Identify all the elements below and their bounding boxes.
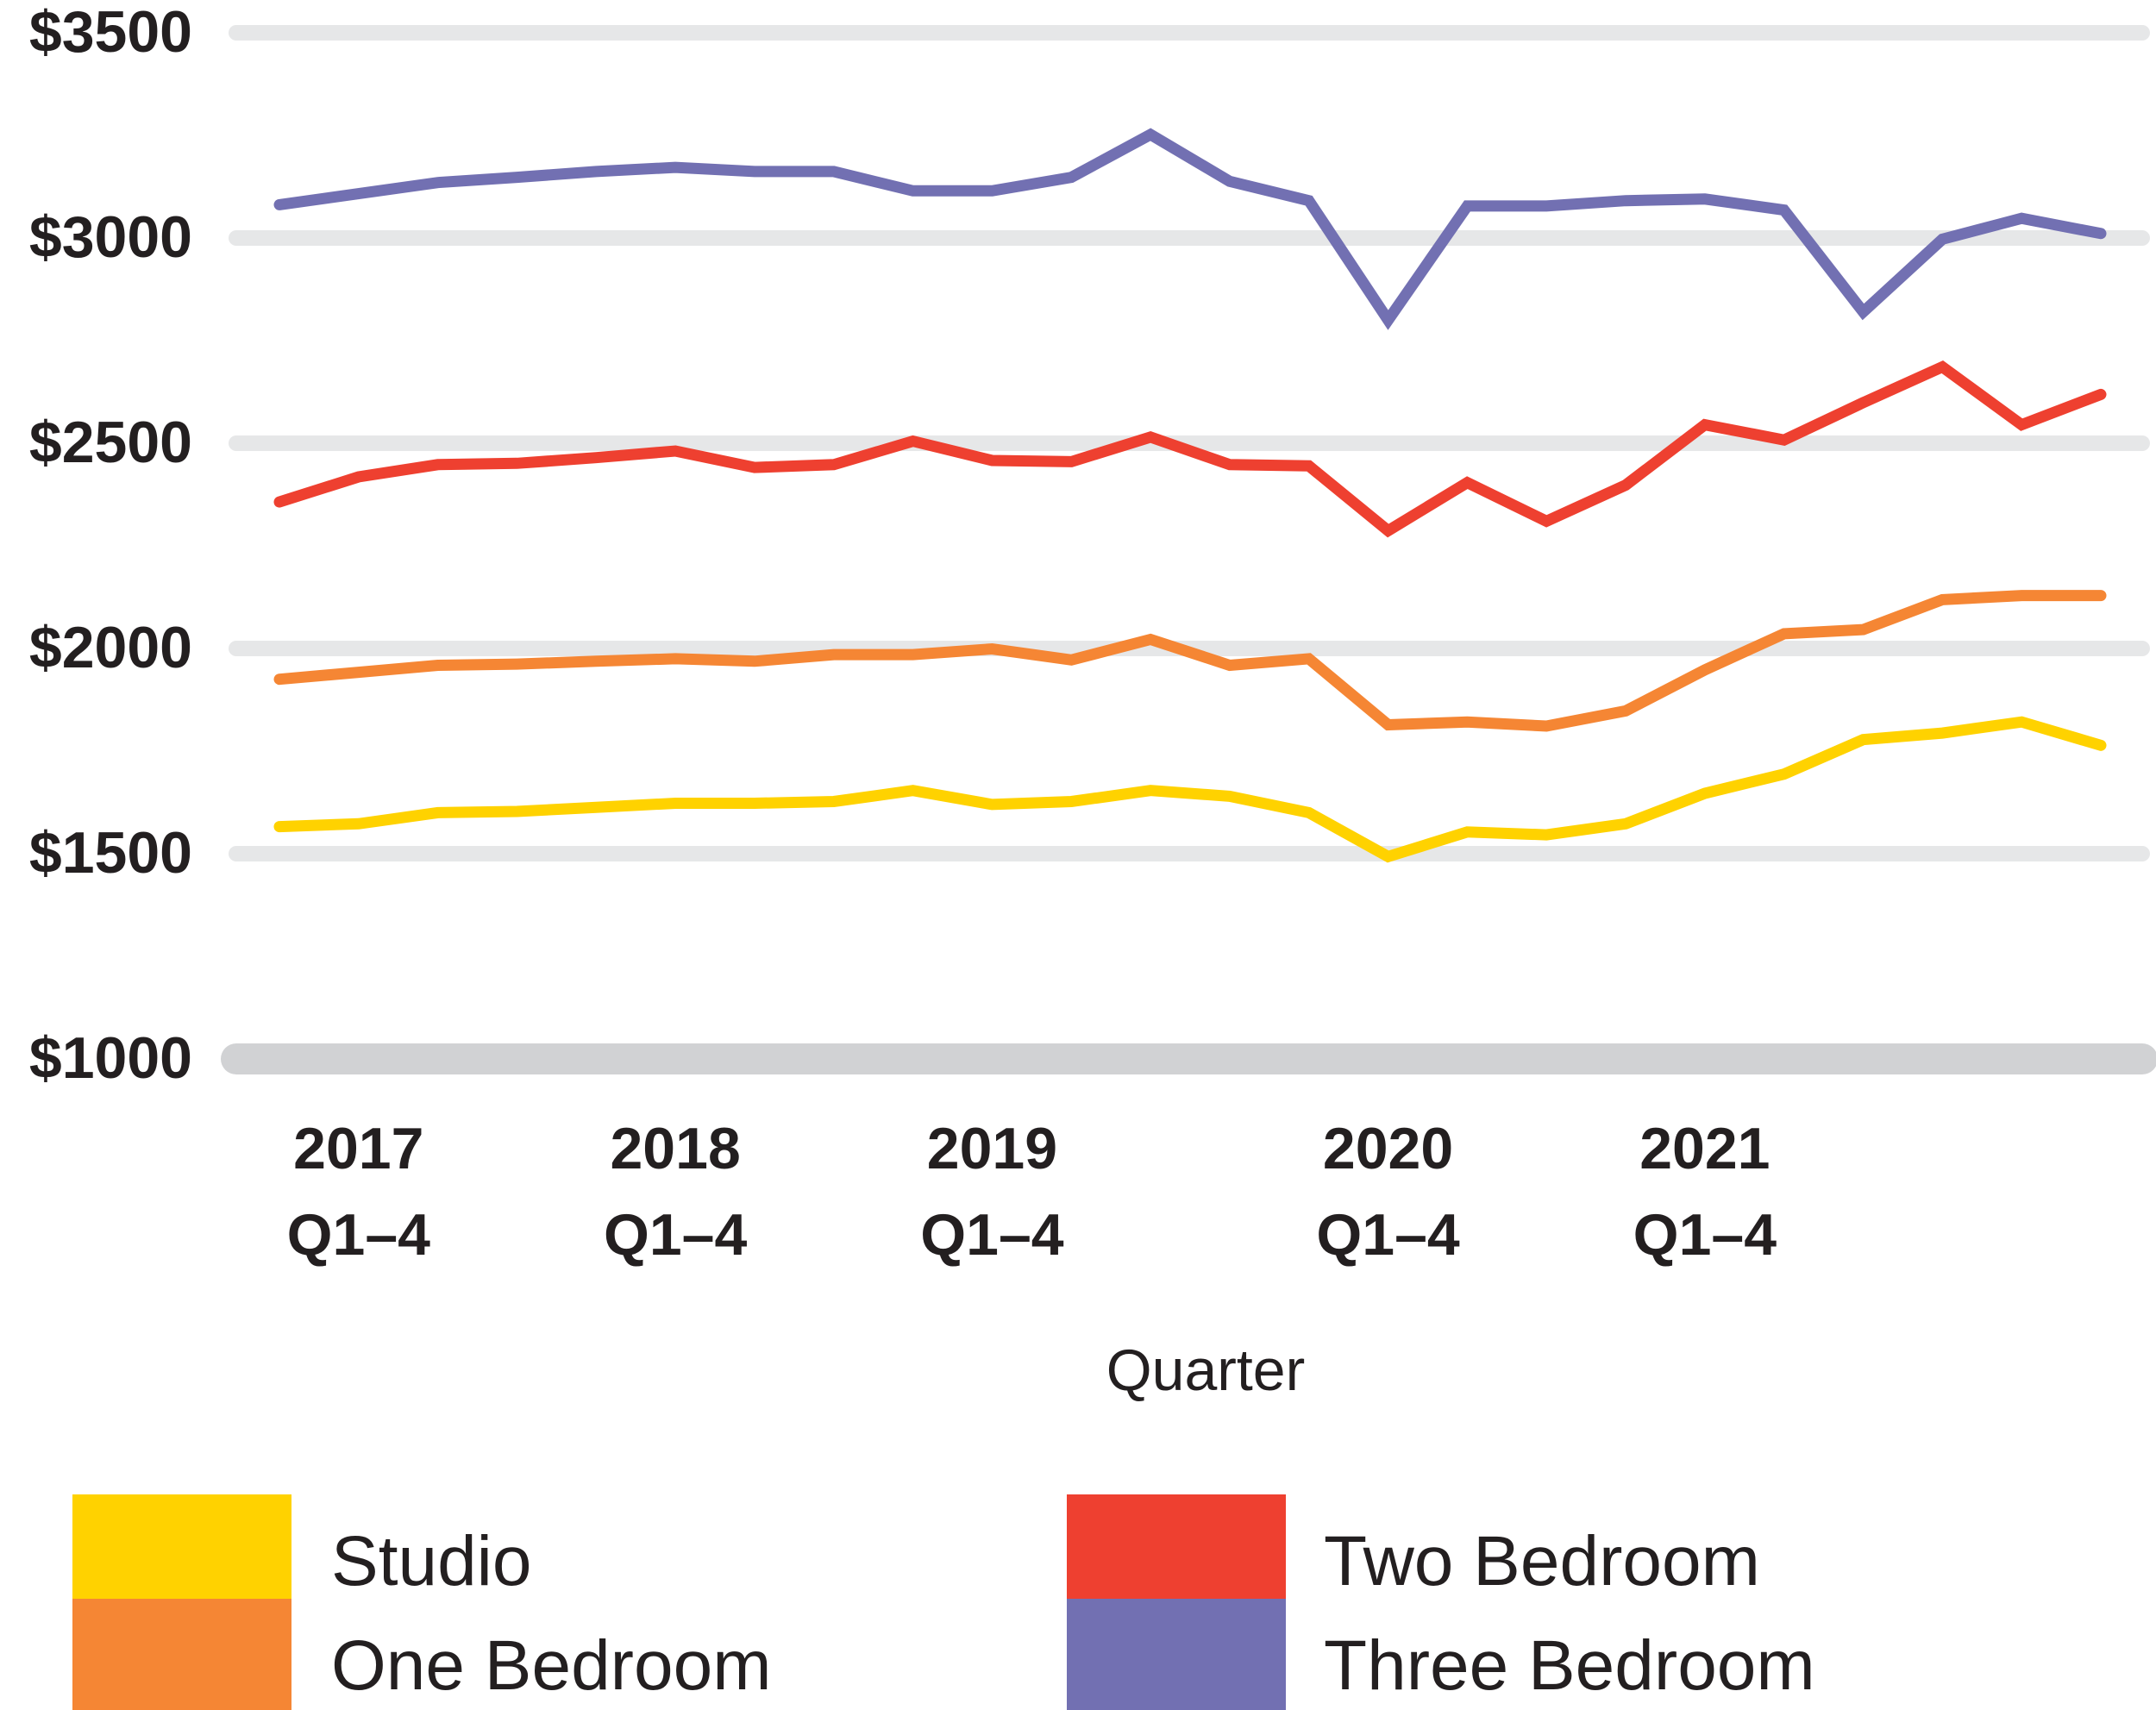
series-line xyxy=(273,716,2107,863)
y-tick-label: $2000 xyxy=(29,615,192,680)
y-tick-label: $1500 xyxy=(29,820,192,886)
legend-swatch xyxy=(72,1494,291,1599)
legend-label: One Bedroom xyxy=(331,1626,772,1705)
series-line xyxy=(273,360,2107,538)
legend-swatch xyxy=(72,1599,291,1710)
y-tick-label: $3000 xyxy=(29,204,192,270)
x-tick-label: 2017 Q1–4 xyxy=(286,1116,430,1268)
legend-label: Two Bedroom xyxy=(1324,1522,1760,1600)
legend-label: Studio xyxy=(331,1522,532,1600)
x-axis-label: Quarter xyxy=(1106,1337,1306,1403)
y-tick-label: $1000 xyxy=(29,1025,192,1091)
legend-swatch xyxy=(1067,1599,1286,1710)
x-tick-label: 2018 Q1–4 xyxy=(603,1116,748,1268)
x-tick-label: 2020 Q1–4 xyxy=(1316,1116,1460,1268)
legend-swatch xyxy=(1067,1494,1286,1599)
series-line xyxy=(273,590,2107,732)
legend-label: Three Bedroom xyxy=(1324,1626,1815,1705)
y-tick-label: $2500 xyxy=(29,410,192,475)
series-line xyxy=(273,128,2107,330)
x-tick-label: 2019 Q1–4 xyxy=(920,1116,1064,1268)
y-tick-label: $3500 xyxy=(29,0,192,65)
x-tick-label: 2021 Q1–4 xyxy=(1633,1116,1777,1268)
